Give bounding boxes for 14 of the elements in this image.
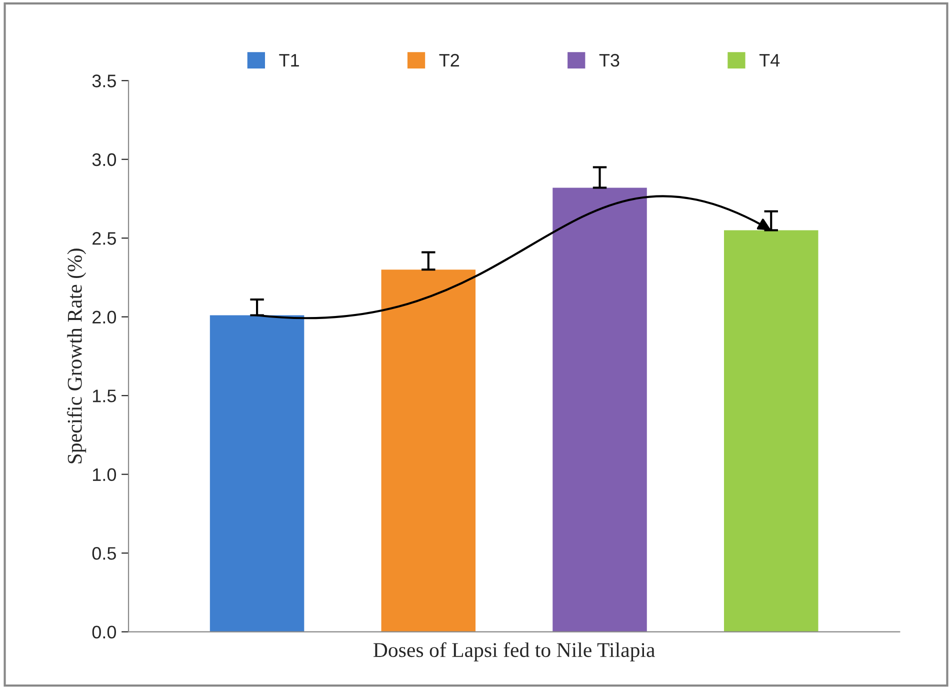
y-tick-label: 1.0	[92, 468, 116, 482]
y-tick-label: 3.0	[92, 153, 116, 166]
legend-label: T2	[439, 54, 460, 66]
legend-label: T4	[759, 54, 780, 66]
y-tick-label: 0.0	[92, 626, 116, 639]
y-tick-label: 2.0	[92, 310, 116, 324]
y-axis-title: Specific Growth Rate (%)	[66, 248, 86, 464]
y-tick-label: 3.5	[92, 74, 116, 88]
legend-label: T1	[279, 54, 299, 66]
y-tick-label: 2.5	[92, 232, 116, 245]
x-axis-title: Doses of Lapsi fed to Nile Tilapia	[373, 642, 655, 662]
legend-label: T3	[599, 54, 620, 67]
y-tick-label: 1.5	[92, 390, 116, 402]
y-tick-label: 0.5	[92, 547, 116, 560]
